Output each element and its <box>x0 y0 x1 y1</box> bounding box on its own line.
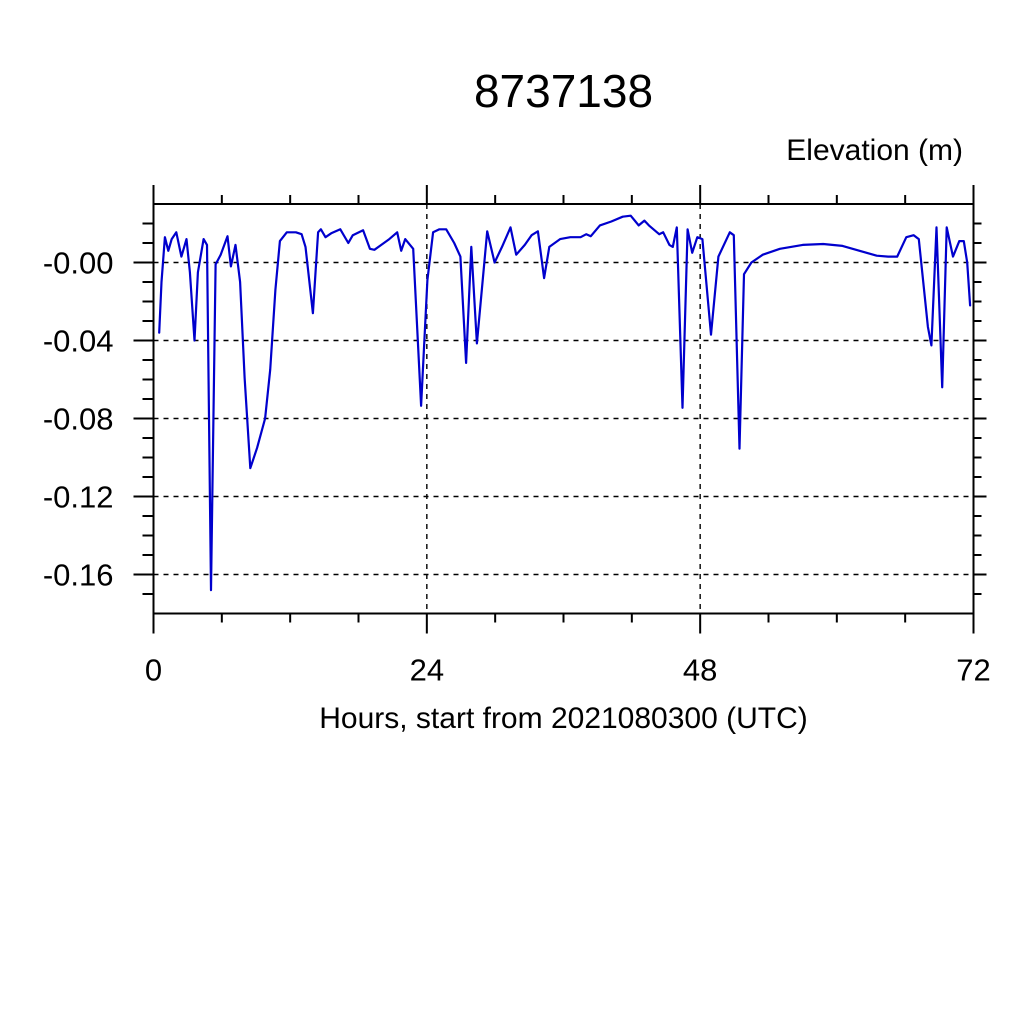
x-axis-title: Hours, start from 2021080300 (UTC) <box>319 702 808 735</box>
axis-ticks <box>133 185 987 634</box>
x-tick-label: 0 <box>145 653 162 688</box>
x-tick-label: 48 <box>683 653 717 688</box>
gridlines <box>153 204 974 614</box>
chart-title: 8737138 <box>473 65 654 117</box>
y-axis-unit-label: Elevation (m) <box>786 134 963 167</box>
y-tick-label: -0.16 <box>43 558 114 593</box>
plot-frame <box>152 203 975 615</box>
y-tick-label: -0.12 <box>43 480 114 515</box>
y-tick-label: -0.00 <box>43 246 114 281</box>
x-tick-labels: 0 24 48 72 <box>145 653 991 688</box>
x-tick-label: 24 <box>410 653 444 688</box>
y-tick-label: -0.04 <box>43 324 114 359</box>
y-tick-labels: -0.00 -0.04 -0.08 -0.12 -0.16 <box>43 246 114 593</box>
x-tick-label: 72 <box>956 653 990 688</box>
elevation-line <box>158 214 972 592</box>
y-tick-label: -0.08 <box>43 402 114 437</box>
